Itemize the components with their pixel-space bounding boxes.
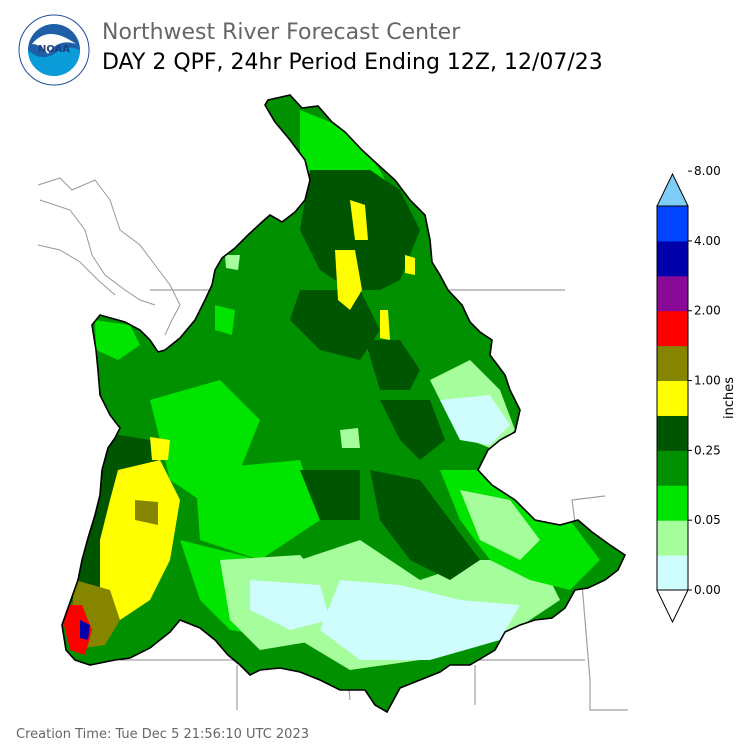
colorbar-bin: [657, 310, 688, 347]
colorbar-bin: [657, 240, 688, 277]
colorbar-bin: [657, 345, 688, 382]
colorbar-extend-min: [656, 589, 689, 624]
colorbar-tick-label: 2.00: [694, 304, 721, 318]
colorbar-bin: [657, 485, 688, 521]
colorbar-bins: [656, 172, 689, 624]
colorbar-extend-max: [656, 172, 689, 207]
colorbar-bin: [657, 380, 688, 416]
colorbar-tick-label: 0.25: [694, 443, 721, 457]
colorbar-bin: [657, 520, 688, 556]
colorbar-tick-label: 0.00: [694, 583, 721, 597]
colorbar-tick-label: 1.00: [694, 374, 721, 388]
basin-outline: [61, 94, 627, 714]
colorbar-bin: [657, 555, 688, 591]
colorbar-tick-label: 4.00: [694, 234, 721, 248]
coastline-lines: [37, 177, 181, 336]
creation-time: Creation Time: Tue Dec 5 21:56:10 UTC 20…: [16, 727, 309, 742]
colorbar-unit-label: inches: [722, 377, 737, 419]
colorbar-tick-label: 0.05: [694, 513, 721, 527]
colorbar-tick-label: 8.00: [694, 164, 721, 178]
colorbar-frame: [656, 205, 689, 591]
colorbar-bin: [657, 415, 688, 451]
product-title: DAY 2 QPF, 24hr Period Ending 12Z, 12/07…: [102, 50, 603, 75]
org-title: Northwest River Forecast Center: [102, 20, 461, 45]
colorbar-ticks: 0.00 0.05 0.25 1.00 2.00 4.00 8.00: [688, 164, 721, 597]
noaa-logo-text: NOAA: [38, 44, 70, 55]
colorbar-bin: [657, 450, 688, 486]
noaa-logo-icon: NOAA: [18, 14, 90, 86]
colorbar-bin: [657, 206, 688, 242]
colorbar-bin: [657, 275, 688, 312]
